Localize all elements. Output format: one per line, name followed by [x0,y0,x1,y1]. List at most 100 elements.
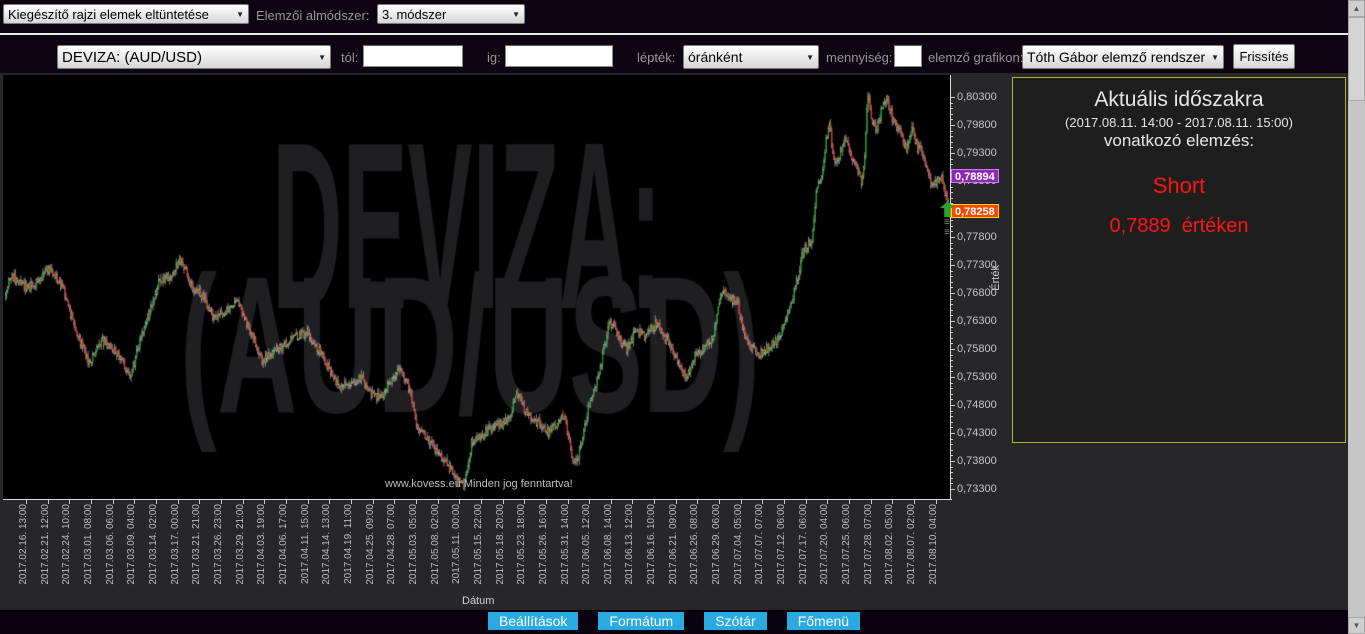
y-minor-tick [951,119,953,121]
y-tick-label: 0,74300 [957,427,997,439]
x-tick [264,500,266,504]
y-minor-tick [951,421,953,423]
y-minor-tick [951,186,953,188]
y-minor-tick [951,315,953,317]
y-minor-tick [951,141,953,143]
draw-elements-select[interactable]: Kiegészítő rajzi elemek eltüntetése ▼ [3,4,249,24]
y-minor-tick [951,242,953,244]
y-minor-tick [951,365,953,367]
x-tick-label: 2017.08.02. 05:00 [884,504,896,585]
x-tick-label: 2017.05.15. 22:00 [472,504,484,585]
y-minor-tick [951,298,953,300]
footer-button-formatum[interactable]: Formátum [598,612,685,630]
x-tick-label: 2017.04.06. 17:00 [277,504,289,585]
submethod-select[interactable]: 3. módszer ▼ [377,4,525,24]
x-tick [524,500,526,504]
x-tick [914,500,916,504]
x-tick-label: 2017.05.31. 14:00 [559,504,571,585]
scrollbar-thumb[interactable] [1348,17,1365,101]
x-tick-label: 2017.07.28. 07:00 [862,504,874,585]
x-tick [47,500,49,504]
y-minor-tick [951,136,953,138]
top-toolbar: Kiegészítő rajzi elemek eltüntetése ▼ El… [0,0,1348,33]
y-minor-tick [951,108,953,110]
x-tick [199,500,201,504]
drag-handle-icon[interactable]: ≡ ≡ [944,217,950,239]
y-minor-tick [951,399,953,401]
y-minor-tick [951,147,953,149]
x-tick-label: 2017.03.14. 02:00 [147,504,159,585]
y-minor-tick [951,449,953,451]
refresh-button[interactable]: Frissítés [1233,44,1295,69]
footer-button-fomenu[interactable]: Főmenü [786,612,861,630]
scroll-up-button[interactable]: ▲ [1348,0,1365,17]
scroll-up-icon: ▲ [1352,4,1361,13]
x-tick [849,500,851,504]
x-tick-label: 2017.07.17. 06:00 [797,504,809,585]
y-minor-tick [951,382,953,384]
x-tick-label: 2017.04.03. 19:00 [256,504,268,585]
y-minor-tick [951,253,953,255]
footer-menu: Beállítások Formátum Szótár Főmenü [0,610,1348,634]
x-tick [307,500,309,504]
x-tick-label: 2017.06.05. 12:00 [581,504,593,585]
y-tick-label: 0,79300 [957,147,997,159]
x-tick-label: 2017.04.19. 11:00 [342,504,354,584]
y-minor-tick [951,203,953,205]
footer-button-szotar[interactable]: Szótár [704,612,767,630]
x-tick-label: 2017.07.20. 04:00 [819,504,831,585]
x-tick [545,500,547,504]
analyzer-select[interactable]: Tóth Gábor elemző rendszer ▼ [1022,45,1224,69]
y-minor-tick [951,309,953,311]
y-tick [951,349,955,350]
x-tick [134,500,136,504]
currency-pair-select[interactable]: DEVIZA: (AUD/USD) ▼ [57,45,331,69]
y-tick [951,321,955,322]
x-tick-label: 2017.06.29. 06:00 [711,504,723,585]
x-tick-label: 2017.07.12. 06:00 [776,504,788,585]
y-tick-label: 0,73300 [957,483,997,495]
x-tick [762,500,764,504]
x-tick [480,500,482,504]
x-tick [697,500,699,504]
last-price-badge: 0,78258 [951,204,999,219]
scroll-down-icon: ▼ [1352,621,1361,630]
x-tick-label: 2017.05.11. 00:00 [451,504,463,584]
submethod-label: Elemzői almódszer: [256,8,370,23]
to-date-input[interactable] [505,45,613,67]
y-tick [951,125,955,126]
x-tick [177,500,179,504]
x-tick [329,500,331,504]
y-tick-label: 0,77300 [957,259,997,271]
y-minor-tick [951,343,953,345]
analysis-title: Aktuális időszakra [1094,88,1264,111]
x-tick [892,500,894,504]
y-tick [951,237,955,238]
y-minor-tick [951,427,953,429]
y-minor-tick [951,220,953,222]
x-tick-label: 2017.06.16. 10:00 [646,504,658,585]
x-tick [675,500,677,504]
y-minor-tick [951,337,953,339]
x-tick-label: 2017.04.28. 07:00 [386,504,398,585]
y-tick [951,293,955,294]
y-minor-tick [951,259,953,261]
scroll-down-button[interactable]: ▼ [1348,617,1365,634]
x-tick-label: 2017.08.07. 02:00 [906,504,918,585]
y-minor-tick [951,354,953,356]
x-tick-label: 2017.03.21. 21:00 [191,504,203,585]
quantity-input[interactable] [894,45,922,67]
scale-select[interactable]: óránként ▼ [683,45,819,69]
y-tick-label: 0,74800 [957,399,997,411]
currency-pair-select-value: DEVIZA: (AUD/USD) [62,48,203,66]
vertical-scrollbar[interactable]: ▲ ▼ [1348,0,1365,634]
x-tick [394,500,396,504]
x-tick [350,500,352,504]
from-date-input[interactable] [363,45,463,67]
y-minor-tick [951,158,953,160]
footer-button-beallitasok[interactable]: Beállítások [487,612,579,630]
y-minor-tick [951,197,953,199]
x-tick-label: 2017.03.01. 08:00 [82,504,94,585]
x-tick-label: 2017.05.23. 18:00 [516,504,528,585]
